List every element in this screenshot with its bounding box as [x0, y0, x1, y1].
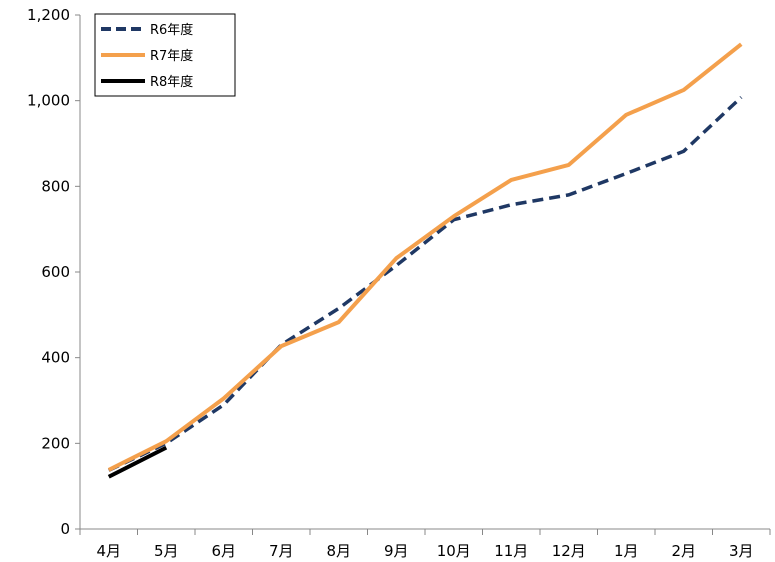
x-tick-label: 8月	[326, 542, 351, 560]
x-tick-label: 1月	[614, 542, 639, 560]
legend: R6年度 R7年度 R8年度	[94, 13, 236, 97]
y-tick-label: 1,000	[27, 92, 70, 110]
x-tick-label: 3月	[729, 542, 754, 560]
y-tick-label: 200	[41, 434, 70, 452]
y-tick-label: 400	[41, 349, 70, 367]
x-tick-label: 7月	[269, 542, 294, 560]
legend-label-1: R6年度	[150, 22, 193, 38]
x-tick-label: 12月	[552, 542, 586, 560]
series-line-1	[108, 95, 743, 472]
y-tick-label: 0	[60, 520, 70, 538]
axes: 0 200 400 600 800 1,000 1,200 4月 5月 6月 7月 8月 9月 10月 11…	[27, 6, 771, 560]
y-tick-label: 600	[41, 263, 70, 281]
x-tick-label: 10月	[437, 542, 471, 560]
x-tick-label: 6月	[211, 542, 236, 560]
x-tick-label: 4月	[96, 542, 121, 560]
y-tick-label: 1,200	[27, 6, 70, 24]
x-tick-label: 9月	[384, 542, 409, 560]
y-tick-label: 800	[41, 177, 70, 195]
x-tick-label: 11月	[494, 542, 528, 560]
series-lines	[107, 42, 743, 479]
legend-label-2: R7年度	[150, 48, 193, 64]
series-line-2	[107, 42, 743, 472]
x-tick-label: 2月	[671, 542, 696, 560]
x-tick-label: 5月	[154, 542, 179, 560]
legend-label-3: R8年度	[150, 74, 193, 90]
series-line-3	[107, 445, 168, 479]
